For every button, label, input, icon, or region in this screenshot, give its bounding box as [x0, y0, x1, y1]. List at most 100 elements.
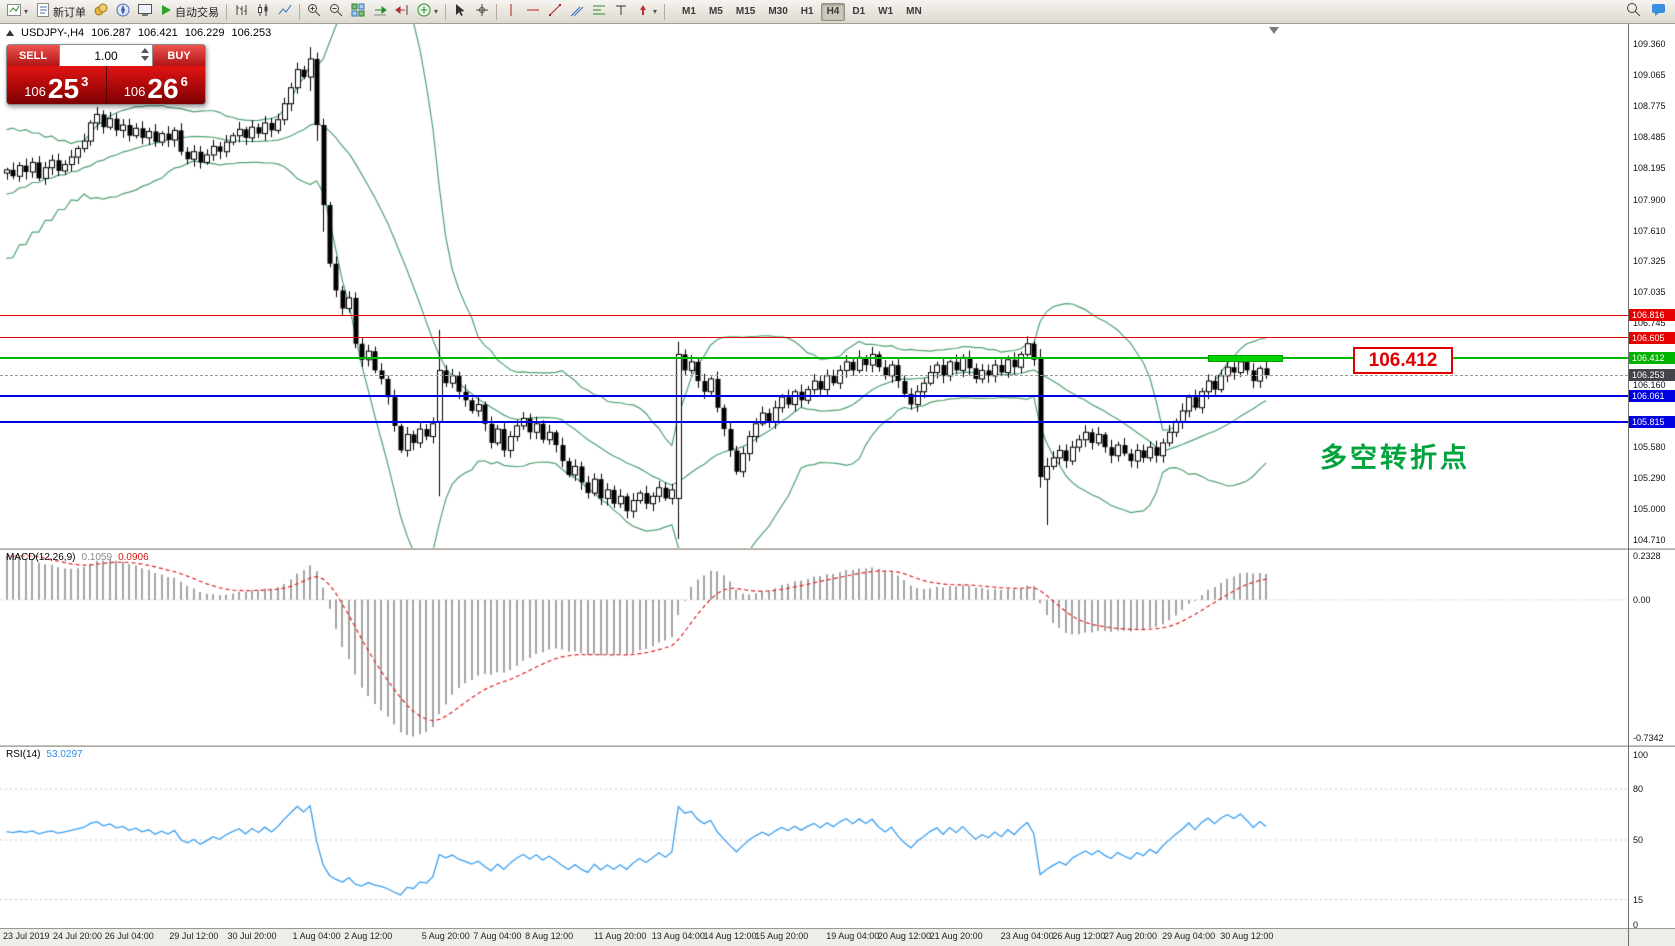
new-order-button[interactable]: 新订单	[32, 2, 90, 22]
price-axis-label: 105.290	[1633, 473, 1666, 484]
text-icon	[614, 3, 628, 20]
chat-button[interactable]	[1647, 1, 1670, 21]
oneclick-collapse-toggle[interactable]	[6, 30, 14, 36]
macd-name: MACD(12,26,9)	[6, 552, 76, 563]
chart-shift-button[interactable]	[391, 2, 413, 22]
horizontal-line-106.412[interactable]	[0, 357, 1628, 360]
macd-signal-value: 0.0906	[118, 552, 149, 563]
market-watch-button[interactable]	[90, 2, 112, 22]
fibonacci-button[interactable]	[588, 2, 610, 22]
timeframe-h1-button[interactable]: H1	[800, 6, 814, 17]
navigator-icon	[116, 3, 130, 20]
sell-price-point: 3	[81, 74, 89, 89]
timeframe-m5-button[interactable]: M5	[708, 6, 723, 17]
terminal-icon	[138, 3, 153, 20]
channel-button[interactable]	[566, 2, 588, 22]
autotrade-label: 自动交易	[175, 6, 220, 19]
macd-axis-label: 0.00	[1633, 594, 1651, 605]
rsi-axis-label: 0	[1633, 920, 1639, 930]
price-level-callout[interactable]: 106.412	[1353, 347, 1453, 374]
volume-field[interactable]: 1.00	[59, 45, 153, 66]
macd-label: MACD(12,26,9) 0.1059 0.0906	[6, 552, 149, 563]
rsi-indicator-canvas[interactable]	[0, 747, 1628, 928]
indicators-button[interactable]: ▾	[413, 2, 442, 22]
search-button[interactable]	[1622, 1, 1645, 21]
chart-shift-icon	[395, 3, 409, 20]
rsi-axis-label: 15	[1633, 894, 1644, 905]
panel-splitter[interactable]	[0, 548, 1675, 550]
line-chart-button[interactable]	[274, 2, 296, 22]
sell-price-figure: 106	[24, 84, 46, 99]
price-axis-label: 107.035	[1633, 287, 1666, 297]
chart-symbol-period: USDJPY-,H4	[21, 27, 85, 39]
time-axis-label: 23 Aug 04:00	[1000, 931, 1054, 941]
timeframe-group: M1 M5 M15 M30 H1 H4 D1 W1 MN	[676, 2, 928, 21]
arrows-icon	[636, 3, 650, 20]
candlestick-chart-button[interactable]	[252, 2, 274, 22]
horizontal-line-106.605[interactable]	[0, 337, 1628, 339]
buy-button[interactable]: BUY	[153, 45, 205, 66]
sell-price[interactable]: 106 25 3	[7, 66, 107, 104]
buy-price-pips: 26	[147, 73, 179, 105]
toolbar-separator	[445, 3, 447, 20]
arrows-button[interactable]: ▾	[632, 2, 661, 22]
timeframe-mn-button[interactable]: MN	[906, 6, 922, 17]
macd-axis-label: -0.7342	[1633, 733, 1664, 743]
horizontal-line-106.061[interactable]	[0, 394, 1628, 397]
price-axis-label: 104.710	[1633, 535, 1666, 545]
trendline-button[interactable]	[544, 2, 566, 22]
cursor-button[interactable]	[449, 2, 471, 22]
sell-button[interactable]: SELL	[7, 45, 59, 66]
timeframe-m30-button[interactable]: M30	[768, 6, 788, 17]
timeframe-d1-button[interactable]: D1	[852, 6, 866, 17]
price-axis-label: 105.000	[1633, 504, 1666, 515]
time-axis-label: 30 Aug 12:00	[1220, 931, 1274, 941]
toolbar-separator	[299, 3, 301, 20]
current-price-line	[0, 375, 1628, 377]
zoom-in-button[interactable]	[303, 2, 325, 22]
toolbar-separator	[226, 3, 228, 20]
ohlc-open: 106.287	[91, 27, 131, 39]
vertical-line-button[interactable]	[500, 2, 522, 22]
macd-indicator-canvas[interactable]	[0, 550, 1628, 745]
ohlc-low: 106.229	[184, 27, 225, 39]
vertical-line-icon	[504, 3, 518, 20]
chart-shift-marker[interactable]	[1269, 27, 1279, 34]
volume-up-button[interactable]	[141, 48, 149, 53]
time-axis-label: 19 Aug 04:00	[826, 931, 880, 941]
indicators-icon	[417, 3, 431, 20]
time-axis[interactable]	[0, 928, 1675, 946]
horizontal-line-105.815[interactable]	[0, 421, 1628, 424]
buy-price[interactable]: 106 26 6	[107, 66, 206, 104]
sell-price-pips: 25	[47, 73, 80, 105]
terminal-button[interactable]	[134, 2, 156, 22]
chevron-down-icon: ▾	[434, 7, 439, 16]
crosshair-button[interactable]	[471, 2, 493, 22]
time-axis-label: 29 Jul 12:00	[169, 931, 219, 941]
panel-splitter[interactable]	[0, 745, 1675, 747]
bar-chart-button[interactable]	[230, 2, 252, 22]
text-button[interactable]	[610, 2, 632, 22]
chart-annotation-text[interactable]: 多空转折点	[1320, 443, 1470, 473]
horizontal-line-button[interactable]	[522, 2, 544, 22]
cursor-icon	[453, 3, 467, 20]
main-chart-canvas[interactable]	[0, 24, 1628, 548]
new-chart-button[interactable]: ▾	[3, 2, 32, 22]
volume-down-button[interactable]	[141, 56, 149, 61]
timeframe-h4-button[interactable]: H4	[820, 2, 846, 21]
timeframe-m15-button[interactable]: M15	[735, 6, 756, 17]
timeframe-w1-button[interactable]: W1	[878, 6, 894, 17]
price-axis-label: 108.485	[1633, 132, 1666, 143]
timeframe-m1-button[interactable]: M1	[682, 6, 696, 17]
rsi-axis-label: 50	[1633, 835, 1644, 845]
auto-scroll-button[interactable]	[369, 2, 391, 22]
tile-windows-button[interactable]	[347, 2, 369, 22]
new-chart-icon	[7, 3, 21, 20]
price-badge-106.061: 106.061	[1629, 389, 1675, 402]
horizontal-line-106.816[interactable]	[0, 314, 1628, 316]
zoom-out-button[interactable]	[325, 2, 347, 22]
highlight-segment[interactable]	[1208, 354, 1283, 362]
navigator-button[interactable]	[112, 2, 134, 22]
autotrade-button[interactable]: 自动交易	[156, 2, 223, 22]
